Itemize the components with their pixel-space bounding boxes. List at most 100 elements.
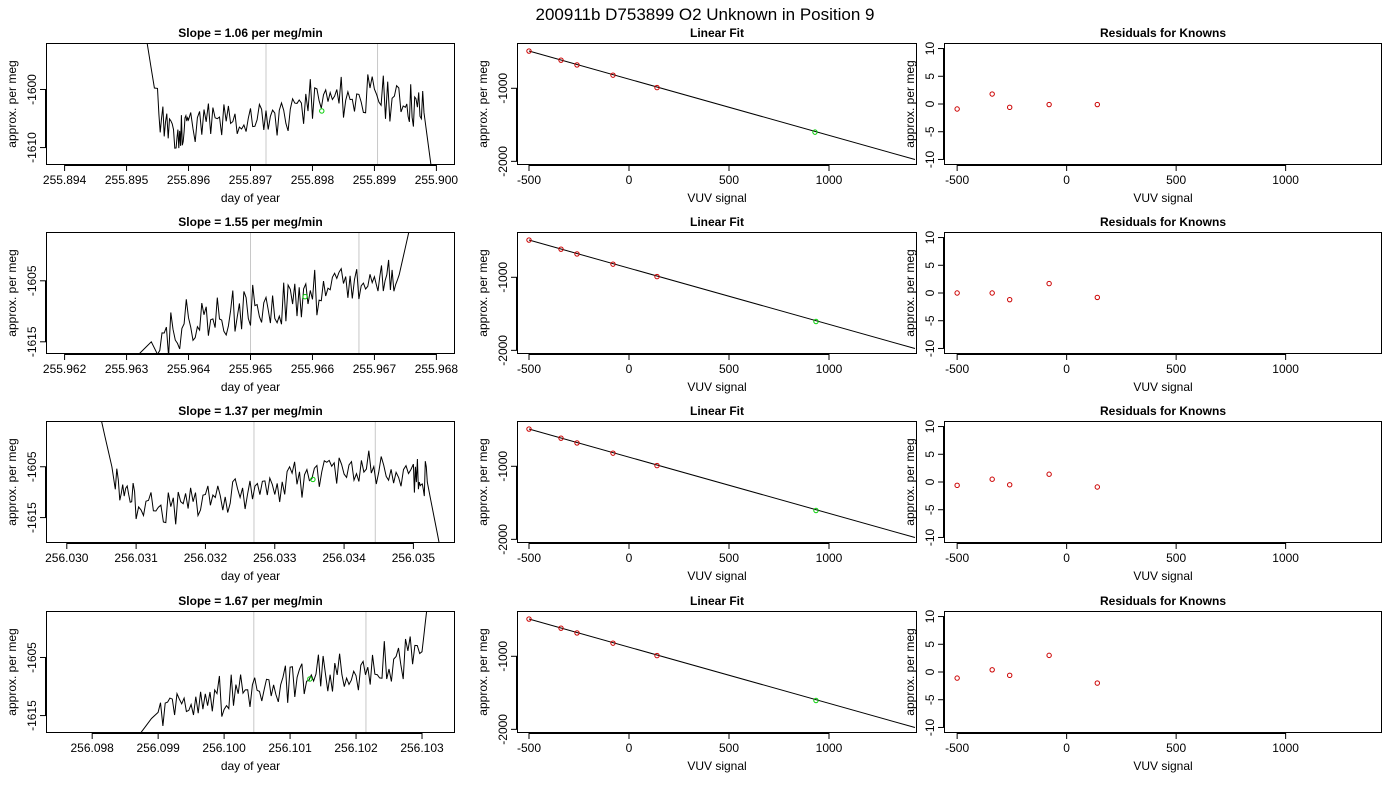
panel-title: Slope = 1.55 per meg/min: [178, 215, 322, 229]
x-axis-label: VUV signal: [687, 191, 746, 205]
known-point: [610, 261, 616, 267]
x-tick-label: 1000: [816, 173, 843, 187]
known-point: [574, 630, 580, 636]
panel-time-row-4: Slope = 1.67 per meg/min day of year appro…: [5, 594, 455, 773]
panel-title: Residuals for Knowns: [1100, 26, 1226, 40]
x-axis-label: VUV signal: [1133, 759, 1192, 773]
y-tick-label: -1000: [496, 262, 510, 293]
x-tick-label: 500: [1166, 173, 1186, 187]
plot-area: [146, 43, 432, 165]
plot-area: [139, 611, 428, 733]
residual-point: [1007, 296, 1013, 303]
y-tick-label: -10: [923, 339, 937, 357]
y-tick-label: -2000: [496, 524, 510, 555]
known-point: [526, 616, 532, 622]
x-axis-label: day of year: [221, 191, 280, 205]
panel-resid-row-4: Residuals for Knowns VUV signal approx. pe…: [903, 594, 1382, 773]
residual-point: [1094, 101, 1101, 108]
panel-fit-row-2: Linear Fit VUV signal approx. per meg -500 0…: [476, 215, 917, 394]
plot-frame: [46, 421, 455, 543]
y-tick-label: -1000: [496, 73, 510, 104]
y-tick-label: -1615: [25, 502, 39, 533]
residual-point: [1046, 101, 1052, 108]
plot-frame: [46, 43, 455, 165]
unknown-point: [813, 318, 819, 325]
unknown-point: [310, 476, 316, 483]
residual-point: [1007, 104, 1013, 111]
panel-time-row-2: Slope = 1.55 per meg/min day of year appro…: [5, 215, 458, 394]
y-tick-label: -1000: [496, 451, 510, 482]
data-trace: [138, 232, 410, 354]
y-tick-label: 0: [923, 478, 937, 485]
x-tick-label: -500: [517, 362, 541, 376]
plot-area: [954, 471, 1101, 490]
panel-fit-row-1: Linear Fit VUV signal approx. per meg -500 0…: [476, 26, 917, 205]
y-tick-label: 0: [923, 289, 937, 296]
residual-point: [954, 290, 960, 296]
x-tick-label: 255.898: [291, 173, 335, 187]
panel-resid-row-1: Residuals for Knowns VUV signal approx. pe…: [903, 26, 1382, 205]
x-tick-label: 1000: [1272, 741, 1299, 755]
x-tick-label: 1000: [816, 551, 843, 565]
x-tick-label: -500: [517, 173, 541, 187]
y-axis-label: approx. per meg: [5, 438, 19, 525]
residual-point: [1094, 680, 1101, 686]
residual-point: [989, 91, 995, 97]
x-tick-label: 1000: [1272, 362, 1299, 376]
y-axis-label: approx. per meg: [476, 249, 490, 336]
y-axis-label: approx. per meg: [476, 60, 490, 147]
panel-title: Slope = 1.37 per meg/min: [178, 404, 322, 418]
panel-title: Slope = 1.67 per meg/min: [178, 594, 322, 608]
x-tick-label: 500: [719, 362, 739, 376]
x-tick-label: 256.033: [253, 551, 297, 565]
plot-area: [526, 616, 916, 729]
residual-point: [954, 675, 960, 681]
known-point: [610, 72, 616, 78]
x-tick-label: 255.896: [167, 173, 211, 187]
residual-point: [1046, 652, 1052, 659]
plot-frame: [944, 611, 1382, 733]
plot-frame: [944, 421, 1382, 543]
y-tick-label: -5: [923, 315, 937, 326]
x-tick-label: 0: [626, 362, 633, 376]
panel-title: Linear Fit: [690, 594, 744, 608]
x-tick-label: 256.100: [202, 741, 246, 755]
x-tick-label: 255.899: [353, 173, 397, 187]
x-tick-label: 255.965: [229, 362, 273, 376]
x-tick-label: 256.030: [45, 551, 89, 565]
x-tick-label: 256.034: [322, 551, 366, 565]
y-axis-label: approx. per meg: [476, 438, 490, 525]
x-axis-label: VUV signal: [687, 380, 746, 394]
x-axis-label: VUV signal: [687, 759, 746, 773]
residual-point: [989, 667, 995, 673]
fit-line: [528, 50, 916, 161]
fit-line: [528, 428, 916, 539]
y-axis-label: approx. per meg: [903, 438, 917, 525]
known-point: [526, 48, 532, 54]
x-tick-label: 256.035: [392, 551, 436, 565]
panel-title: Linear Fit: [690, 26, 744, 40]
residual-point: [954, 482, 960, 489]
known-point: [654, 84, 660, 91]
x-tick-label: 255.894: [43, 173, 87, 187]
y-axis-label: approx. per meg: [476, 628, 490, 715]
x-tick-label: 256.101: [268, 741, 312, 755]
panel-fit-row-4: Linear Fit VUV signal approx. per meg -500 0…: [476, 594, 917, 773]
x-tick-label: -500: [517, 551, 541, 565]
y-tick-label: 5: [923, 641, 937, 648]
y-tick-label: -1615: [25, 326, 39, 357]
unknown-point: [813, 697, 819, 704]
x-tick-label: 0: [626, 741, 633, 755]
residual-point: [989, 476, 995, 482]
y-tick-label: -10: [923, 718, 937, 736]
x-tick-label: 256.032: [184, 551, 228, 565]
x-tick-label: 256.102: [334, 741, 378, 755]
x-tick-label: 255.966: [291, 362, 335, 376]
x-tick-label: 500: [1166, 741, 1186, 755]
y-tick-label: 10: [923, 42, 937, 56]
unknown-point: [302, 293, 308, 300]
y-tick-label: -5: [923, 694, 937, 705]
x-axis-label: day of year: [221, 569, 280, 583]
x-axis-label: VUV signal: [687, 569, 746, 583]
x-tick-label: -500: [945, 173, 969, 187]
